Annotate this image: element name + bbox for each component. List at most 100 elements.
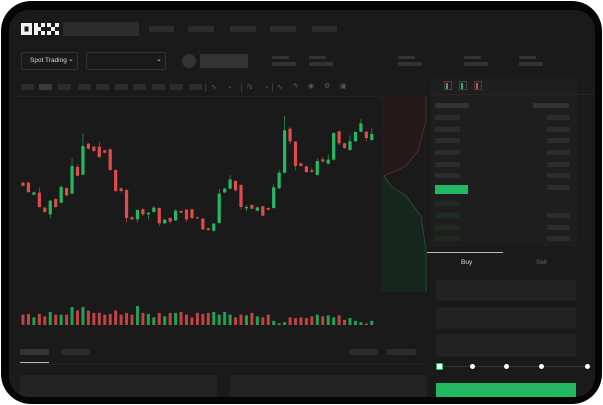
timeframe-button[interactable] [39, 84, 52, 90]
candle-down [168, 218, 172, 222]
bottom-card [20, 375, 217, 397]
ruler-icon[interactable]: ✎ [293, 83, 299, 90]
ask-row-price [435, 115, 460, 120]
nav-item[interactable] [188, 26, 214, 32]
tab-sell[interactable]: Sell [536, 259, 547, 266]
timeframe-button[interactable] [78, 84, 91, 90]
volume-bar [288, 317, 292, 325]
slider-stop-50[interactable] [504, 364, 509, 369]
timeframe-button[interactable] [58, 84, 71, 90]
stat-value [398, 62, 422, 66]
percent-slider-handle[interactable] [436, 363, 443, 370]
timeframe-button[interactable] [133, 84, 146, 90]
order-type-field[interactable] [436, 280, 576, 301]
indicator-icon[interactable]: ℕ [247, 84, 253, 91]
price-field[interactable] [436, 307, 576, 329]
spot-trading-button[interactable]: Spot Trading ⌄ [21, 52, 78, 70]
order-book-view-both-icon[interactable] [444, 81, 452, 90]
nav-item[interactable] [230, 26, 256, 32]
candle-up [272, 187, 276, 208]
stat-label [309, 56, 326, 59]
amount-field[interactable] [436, 334, 576, 357]
candle-type-icon[interactable]: ∿ [211, 84, 217, 91]
candle-up [70, 166, 74, 194]
order-book-view-bids-icon[interactable] [459, 81, 467, 90]
row-amount [547, 115, 570, 120]
volume-bar [234, 317, 238, 325]
stat-value [464, 62, 488, 66]
volume-bar [21, 314, 25, 325]
candle-down [288, 128, 292, 142]
candle-down [75, 167, 80, 176]
bottom-action-button[interactable] [349, 349, 378, 355]
candle-up [174, 210, 178, 221]
depth-asks-area [381, 96, 426, 176]
gear-icon[interactable]: ⚙ [324, 83, 331, 90]
nav-item[interactable] [312, 26, 337, 32]
order-book-divider [431, 94, 595, 95]
candle-up [223, 188, 227, 193]
app-screen: Spot Trading ⌄ ⌄ ∿ ⌄ ℕ ⌄ ∿ ✎ ◉ ⚙ ▣ B [9, 10, 595, 397]
last-price-badge [435, 185, 468, 194]
candle-up [255, 207, 259, 211]
candle-up [48, 200, 52, 215]
slider-stop-75[interactable] [539, 364, 544, 369]
volume-bar [261, 317, 265, 325]
percent-slider-track[interactable] [440, 366, 588, 367]
timeframe-button[interactable] [115, 84, 128, 90]
volume-bar [190, 317, 194, 325]
volume-bar [185, 314, 188, 325]
ask-row-price [435, 138, 460, 143]
slider-stop-25[interactable] [470, 364, 475, 369]
tab-open-orders[interactable] [20, 349, 49, 355]
nav-item[interactable] [149, 26, 174, 32]
candle-down [157, 208, 161, 224]
bottom-action-button[interactable] [387, 349, 416, 355]
chevron-down-icon: ⌄ [68, 56, 74, 63]
candle-down [337, 131, 341, 144]
timeframe-button[interactable] [96, 84, 109, 90]
candle-up [277, 172, 281, 189]
ask-row-price [435, 150, 460, 155]
tab-buy[interactable]: Buy [461, 259, 473, 266]
candle-down [233, 181, 238, 191]
candle-down [342, 143, 347, 148]
timeframe-button[interactable] [189, 84, 202, 90]
wave-icon[interactable]: ∿ [277, 84, 283, 91]
camera-icon[interactable]: ◉ [308, 83, 315, 90]
candle-up [81, 146, 85, 175]
volume-bar [114, 310, 118, 325]
order-book-view-asks-icon[interactable] [474, 81, 482, 90]
chevron-down-icon[interactable]: ⌄ [264, 83, 270, 90]
candle-down [304, 166, 308, 172]
chevron-down-icon[interactable]: ⌄ [227, 83, 233, 90]
volume-bar [174, 312, 178, 325]
timeframe-button[interactable] [21, 84, 34, 90]
buy-submit-button[interactable] [436, 383, 576, 397]
timeframe-button[interactable] [170, 84, 183, 90]
fullscreen-icon[interactable]: ▣ [340, 83, 347, 90]
candlestick-chart[interactable] [9, 96, 381, 336]
volume-bar [81, 307, 85, 325]
volume-bar [332, 317, 336, 325]
search-box[interactable] [63, 22, 139, 36]
volume-bar [76, 310, 79, 325]
toolbar-divider [241, 83, 242, 92]
timeframe-button[interactable] [152, 84, 165, 90]
okx-logo [21, 23, 59, 35]
candle-down [293, 141, 298, 166]
tab-order-history[interactable] [61, 349, 90, 355]
slider-stop-100[interactable] [585, 364, 590, 369]
nav-item[interactable] [270, 26, 296, 32]
volume-bar [337, 315, 341, 325]
volume-bar [283, 322, 287, 325]
volume-bar [294, 318, 297, 325]
pair-select[interactable]: ⌄ [86, 52, 166, 70]
volume-bar [43, 316, 47, 325]
volume-bar [195, 312, 199, 325]
volume-bar [255, 316, 259, 325]
order-form-divider [427, 252, 503, 253]
row-amount [547, 173, 570, 178]
candle-down [119, 188, 123, 191]
